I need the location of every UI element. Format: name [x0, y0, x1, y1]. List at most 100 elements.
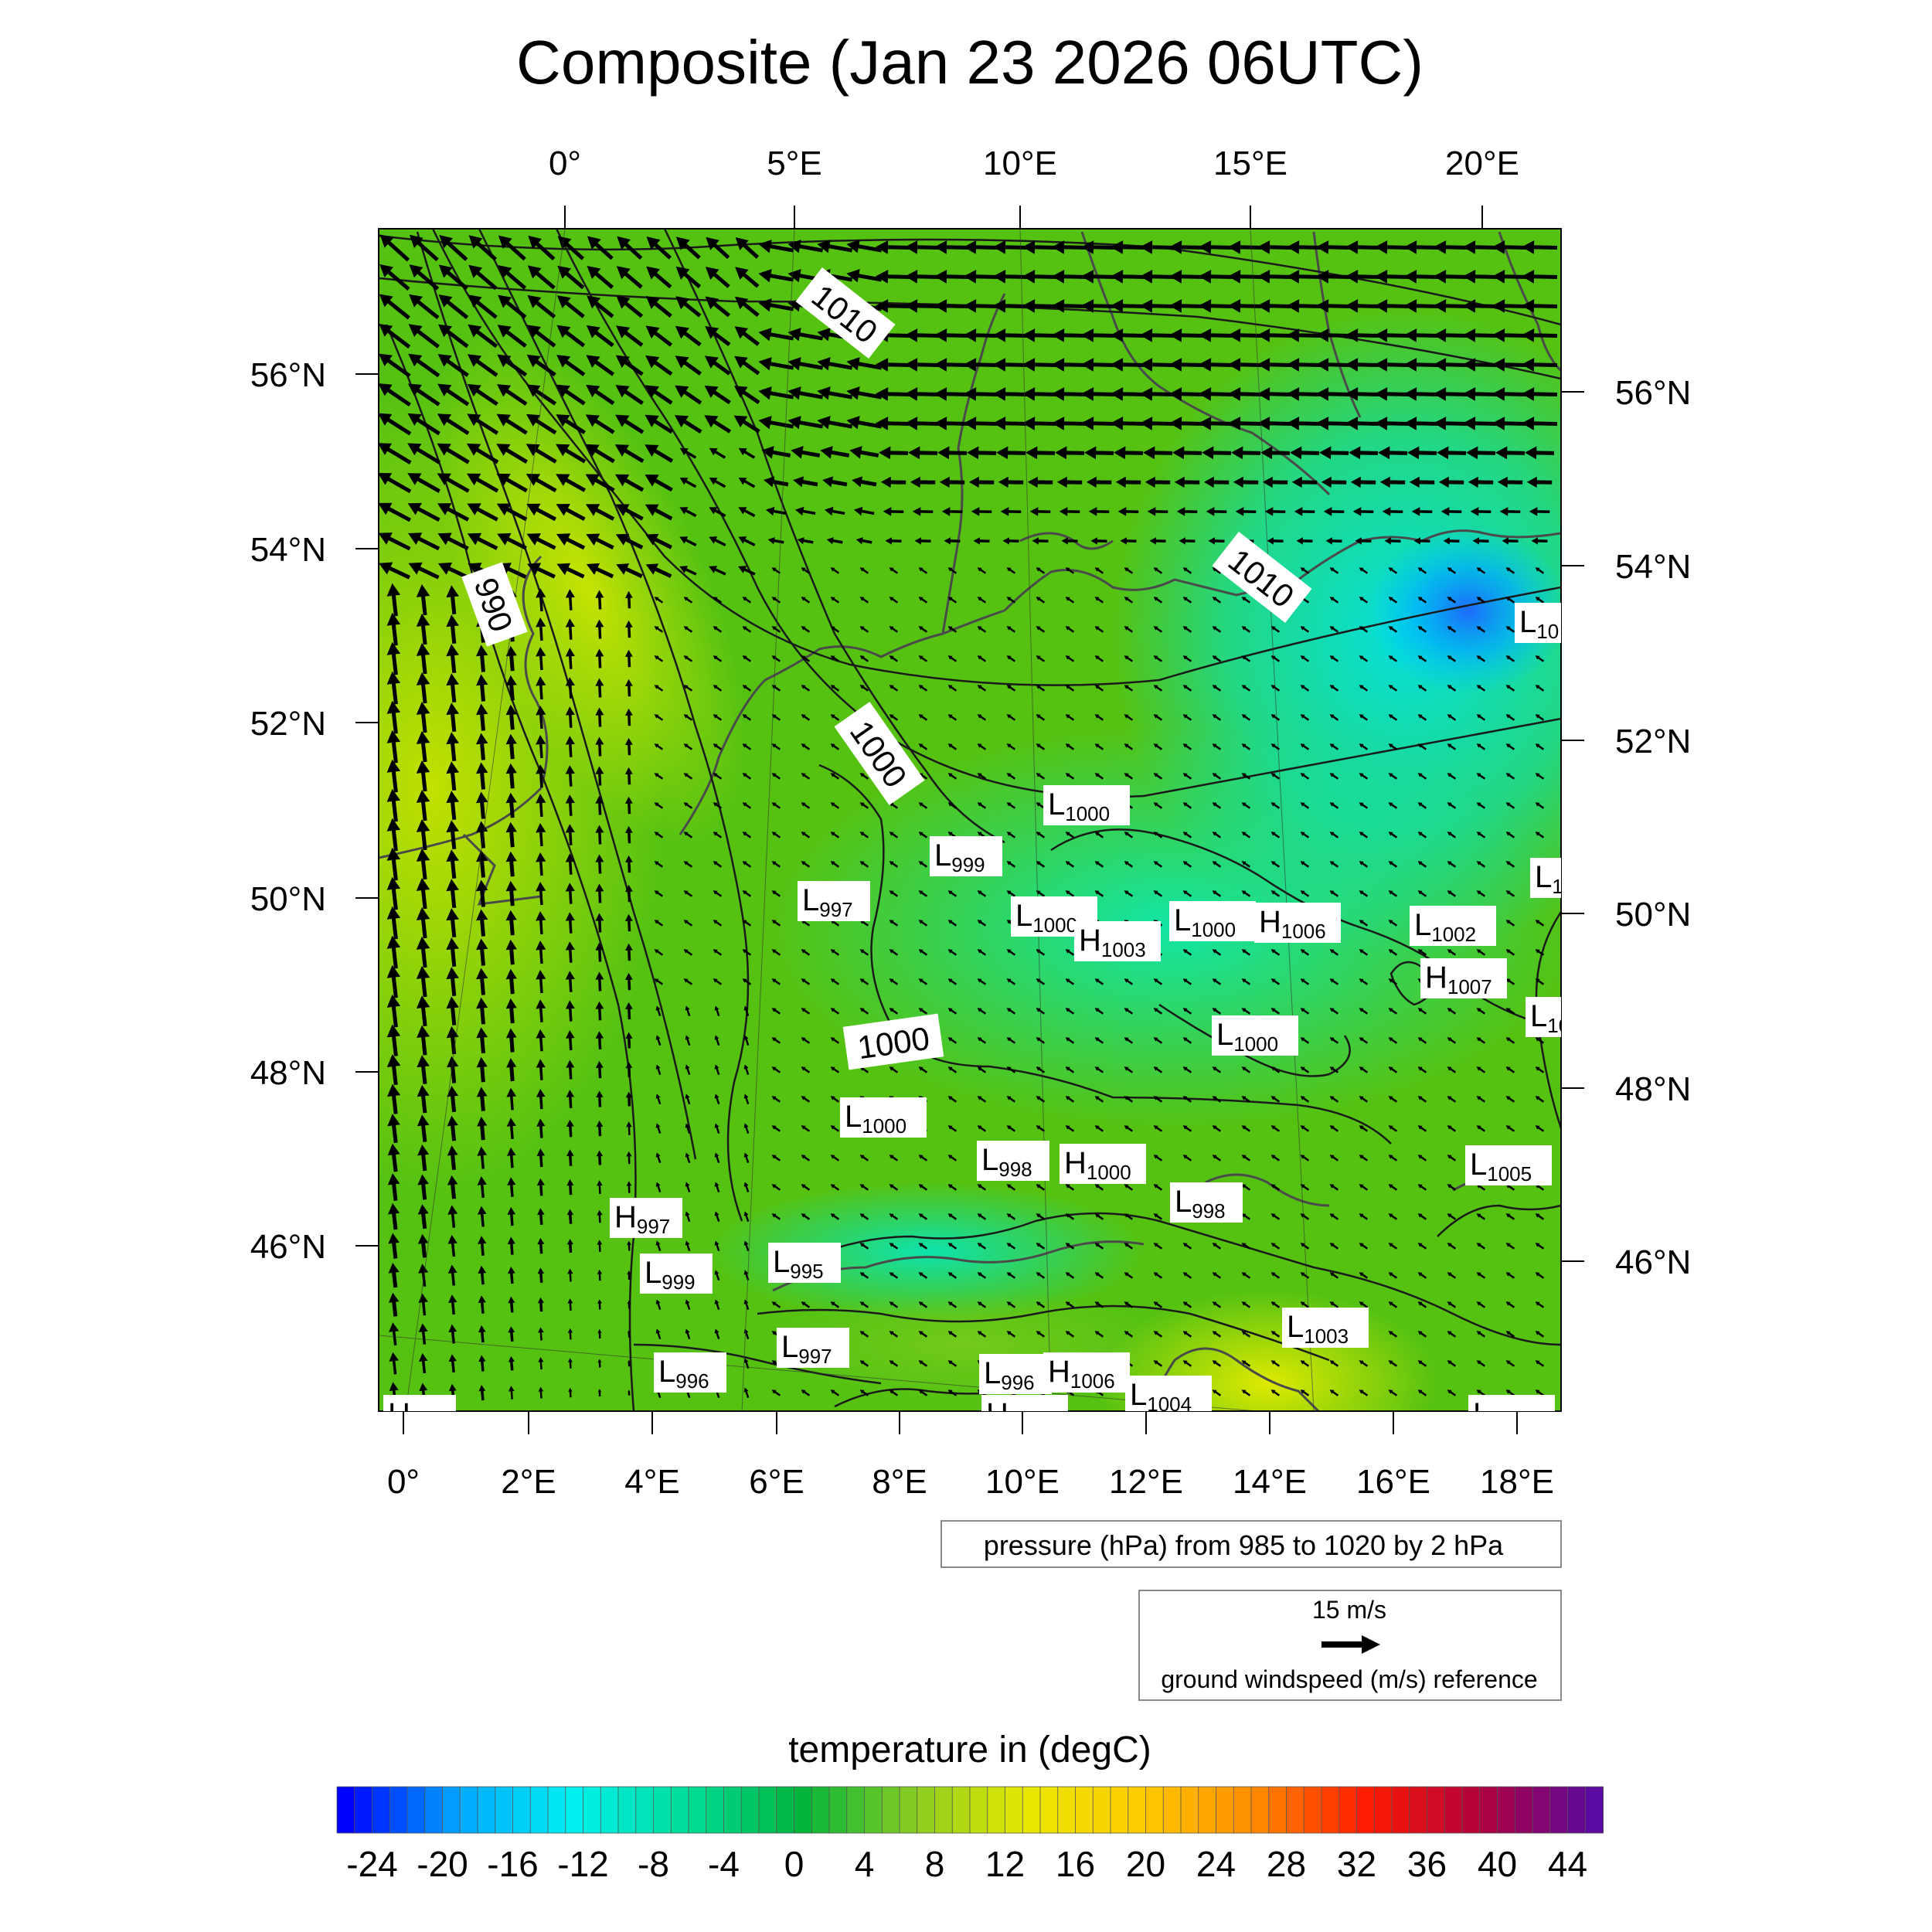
wind-vector-head	[476, 1087, 488, 1097]
top-lon-label: 10°E	[983, 145, 1057, 182]
wind-vector-head	[536, 970, 546, 980]
wind-vector-head	[595, 619, 604, 628]
wind-vector	[920, 1214, 928, 1220]
wind-vector	[920, 1243, 928, 1250]
wind-vector-head	[1529, 507, 1538, 516]
wind-vector	[1067, 1126, 1075, 1132]
wind-vector-head	[386, 641, 401, 655]
wind-vector-head	[947, 1272, 953, 1277]
wind-vector-head	[1359, 1272, 1364, 1277]
wind-vector-head	[1417, 1360, 1423, 1365]
wind-vector-head	[595, 913, 604, 921]
wind-vector	[859, 479, 877, 487]
wind-vector-head	[595, 971, 604, 980]
wind-vector-head	[1463, 387, 1476, 401]
wind-vector-head	[685, 1064, 690, 1070]
wind-vector	[744, 891, 752, 897]
colorbar-box	[899, 1786, 918, 1834]
wind-vector-head	[889, 920, 894, 924]
wind-vector-head	[743, 1005, 749, 1011]
wind-vector-head	[1124, 1008, 1129, 1012]
wind-vector	[1097, 1243, 1104, 1250]
colorbar-box	[1391, 1786, 1410, 1834]
wind-vector	[713, 567, 726, 576]
wind-vector-head	[1094, 861, 1100, 866]
wind-vector-head	[614, 444, 630, 457]
wind-vector-head	[1203, 476, 1214, 488]
wind-vector	[1478, 597, 1486, 604]
wind-vector-head	[993, 299, 1006, 313]
wind-vector	[391, 945, 398, 969]
wind-vector-head	[536, 823, 546, 833]
wind-vector	[855, 361, 883, 370]
wind-vector-head	[830, 567, 835, 572]
wind-vector	[450, 653, 457, 673]
wind-vector-head	[1447, 1272, 1452, 1277]
wind-vector-head	[859, 1301, 865, 1306]
wind-vector-head	[1065, 949, 1070, 954]
wind-vector	[1126, 1273, 1134, 1279]
wind-vector	[444, 269, 468, 291]
wind-vector	[1243, 1361, 1251, 1367]
wind-vector-head	[889, 1389, 894, 1394]
wind-vector	[920, 891, 928, 897]
wind-vector-head	[1300, 1008, 1305, 1012]
wind-vector-head	[1228, 328, 1241, 342]
wind-vector	[1243, 862, 1251, 868]
wind-vector	[1155, 1097, 1163, 1103]
wind-vector-head	[1375, 387, 1388, 401]
wind-vector	[715, 685, 723, 692]
wind-vector-head	[1325, 537, 1332, 545]
wind-vector-head	[1270, 802, 1276, 807]
wind-vector-head	[1006, 802, 1012, 807]
wind-vector	[446, 566, 469, 580]
wind-vector-head	[1182, 1331, 1188, 1335]
wind-vector-head	[497, 532, 512, 546]
wind-vector-head	[476, 1056, 488, 1068]
wind-vector-head	[507, 1177, 516, 1185]
wind-vector-head	[1499, 507, 1509, 516]
wind-vector-head	[787, 357, 801, 371]
wind-vector-head	[889, 1184, 894, 1189]
wind-vector-head	[448, 1324, 457, 1333]
wind-vector	[391, 1152, 398, 1172]
wind-vector-head	[889, 1243, 894, 1247]
wind-vector-head	[964, 240, 977, 254]
wind-vector-head	[743, 1299, 749, 1304]
wind-vector	[594, 507, 615, 521]
wind-vector-head	[713, 861, 718, 866]
wind-vector	[1537, 1067, 1545, 1073]
wind-vector-head	[476, 997, 488, 1009]
wind-vector	[451, 1330, 455, 1344]
wind-vector-head	[830, 832, 835, 836]
bottom-lon-label: 18°E	[1480, 1463, 1554, 1501]
wind-vector-head	[977, 1301, 982, 1306]
wind-vector	[564, 536, 586, 550]
wind-vector	[1508, 891, 1515, 897]
wind-vector-head	[615, 355, 630, 369]
wind-vector	[979, 1273, 987, 1279]
wind-vector	[745, 1097, 750, 1104]
wind-vector-head	[1531, 537, 1538, 545]
wind-vector-head	[556, 444, 570, 457]
wind-vector	[386, 565, 410, 580]
wind-vector-head	[709, 478, 718, 485]
wind-vector-head	[758, 240, 772, 253]
wind-vector	[628, 1007, 631, 1020]
wind-vector	[1009, 1097, 1016, 1103]
wind-vector-head	[505, 968, 517, 980]
wind-vector-head	[446, 614, 459, 628]
wind-vector-head	[586, 504, 600, 516]
wind-vector-head	[1505, 1008, 1511, 1012]
wind-vector-head	[1124, 1096, 1129, 1100]
wind-vector	[474, 270, 498, 291]
wind-vector	[622, 329, 644, 347]
wind-vector-head	[675, 266, 690, 280]
wind-vector-head	[1535, 597, 1540, 601]
wind-vector-head	[1447, 1243, 1452, 1247]
wind-vector-head	[1505, 773, 1511, 777]
wind-vector-head	[801, 1008, 806, 1012]
wind-vector-head	[1359, 802, 1364, 807]
wind-vector-head	[817, 357, 831, 371]
wind-vector-head	[586, 533, 600, 546]
